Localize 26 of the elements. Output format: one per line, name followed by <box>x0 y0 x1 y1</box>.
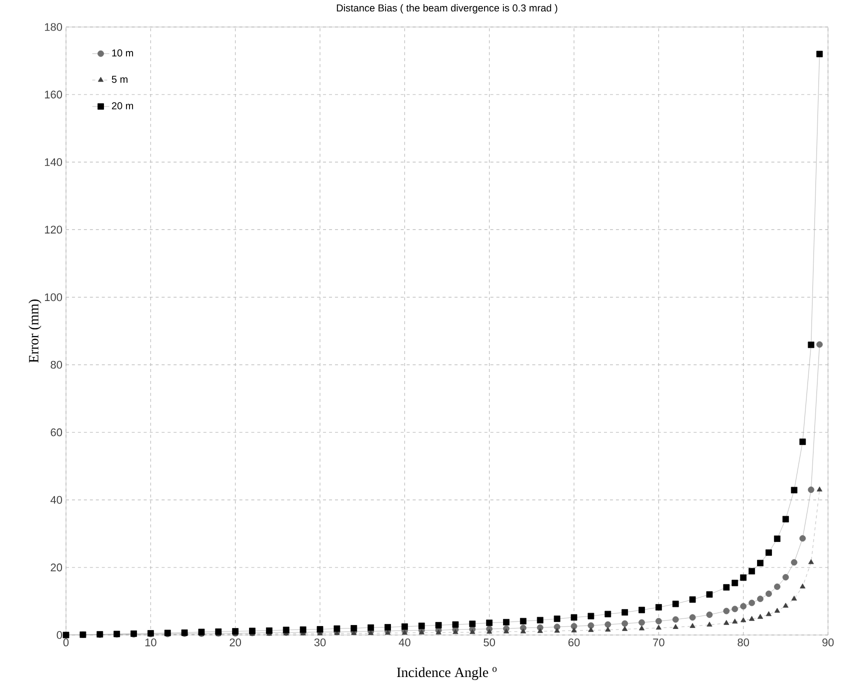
x-tick-label: 90 <box>822 638 834 646</box>
x-tick-label: 30 <box>314 638 326 646</box>
y-tick-label: 100 <box>44 293 62 302</box>
x-axis-title: Incidence Angle $^{o}$ <box>396 667 497 680</box>
y-tick-label: 180 <box>44 23 62 31</box>
y-tick-label: 140 <box>44 158 62 166</box>
y-tick-label: 40 <box>50 496 62 504</box>
x-tick-label: 0 <box>63 638 69 646</box>
x-tick-label: 80 <box>738 638 750 646</box>
y-tick-label: 80 <box>50 360 62 369</box>
x-tick-label: 60 <box>568 638 580 646</box>
chart-title: Distance Bias ( the beam divergence is 0.3 mrad ) <box>336 4 558 14</box>
y-tick-label: 160 <box>44 90 62 98</box>
legend-label: 20 m <box>112 102 134 110</box>
x-tick-label: 40 <box>398 638 410 646</box>
y-tick-label: 20 <box>50 564 62 572</box>
legend-label: 10 m <box>112 49 134 56</box>
x-tick-label: 70 <box>653 638 664 646</box>
y-tick-label: 0 <box>56 631 62 639</box>
y-tick-label: 60 <box>50 428 62 436</box>
y-axis-title: Error (mm) <box>28 300 42 363</box>
legend-label: 5 m <box>112 76 128 83</box>
x-tick-label: 10 <box>145 638 156 646</box>
y-tick-label: 120 <box>44 226 62 234</box>
x-tick-label: 50 <box>484 638 496 646</box>
x-tick-label: 20 <box>230 638 242 646</box>
